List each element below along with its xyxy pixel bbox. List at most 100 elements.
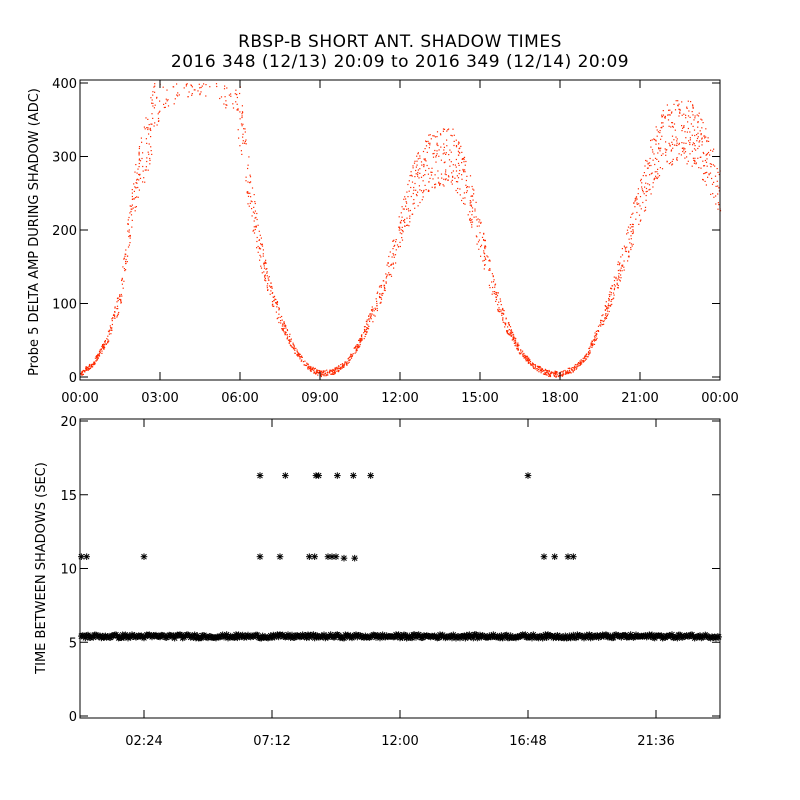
amplitude-point	[260, 265, 262, 267]
amplitude-point	[562, 374, 564, 376]
amplitude-point	[517, 348, 519, 350]
amplitude-point	[145, 169, 147, 171]
amplitude-point	[321, 373, 323, 375]
amplitude-point	[656, 171, 658, 173]
amplitude-point	[605, 313, 607, 315]
amplitude-point	[103, 343, 105, 345]
amplitude-point	[368, 325, 370, 327]
amplitude-point	[588, 347, 591, 349]
amplitude-point	[105, 343, 107, 345]
amplitude-point	[710, 166, 712, 168]
amplitude-point	[244, 128, 246, 130]
amplitude-point	[691, 150, 693, 152]
y-tick-label: 5	[69, 636, 77, 651]
amplitude-point	[81, 371, 83, 373]
amplitude-point	[225, 100, 227, 102]
amplitude-point	[489, 287, 491, 289]
amplitude-point	[481, 236, 484, 238]
amplitude-point	[427, 173, 429, 175]
amplitude-point	[149, 159, 151, 161]
amplitude-point	[101, 344, 104, 347]
amplitude-point	[553, 375, 556, 377]
amplitude-point	[453, 144, 455, 147]
amplitude-point	[687, 100, 689, 102]
amplitude-point	[263, 271, 265, 273]
amplitude-point	[410, 195, 412, 198]
amplitude-point	[154, 85, 156, 87]
amplitude-point	[502, 312, 504, 314]
amplitude-point	[643, 193, 645, 195]
amplitude-point	[652, 186, 654, 188]
amplitude-point	[307, 367, 309, 369]
amplitude-point	[709, 154, 711, 156]
amplitude-point	[718, 173, 720, 176]
amplitude-point	[478, 248, 480, 250]
amplitude-point	[673, 139, 675, 141]
amplitude-point	[532, 363, 534, 365]
amplitude-point	[471, 224, 473, 226]
amplitude-point	[447, 175, 450, 177]
amplitude-point	[403, 208, 405, 210]
amplitude-point	[252, 230, 254, 232]
amplitude-point	[405, 205, 407, 207]
amplitude-point	[506, 331, 509, 333]
amplitude-point	[436, 131, 439, 133]
y-tick-label: 0	[69, 710, 77, 725]
amplitude-point	[461, 174, 463, 176]
amplitude-point	[524, 355, 526, 357]
amplitude-point	[399, 221, 402, 223]
amplitude-point	[503, 313, 505, 315]
amplitude-point	[230, 95, 232, 97]
amplitude-point	[131, 198, 133, 200]
amplitude-point	[538, 365, 540, 368]
amplitude-point	[438, 155, 440, 157]
amplitude-point	[223, 88, 226, 90]
amplitude-point	[437, 170, 439, 172]
amplitude-point	[638, 214, 641, 216]
amplitude-point	[421, 164, 423, 166]
amplitude-point	[108, 333, 110, 335]
amplitude-point	[300, 356, 302, 358]
amplitude-point	[604, 318, 606, 320]
amplitude-point	[315, 373, 317, 375]
amplitude-point	[689, 131, 691, 133]
amplitude-point	[113, 313, 115, 316]
amplitude-point	[488, 284, 490, 286]
amplitude-point	[262, 255, 264, 257]
amplitude-point	[645, 191, 647, 193]
amplitude-point	[492, 275, 494, 277]
amplitude-point	[532, 366, 534, 368]
amplitude-point	[657, 173, 659, 175]
amplitude-point	[692, 114, 694, 116]
amplitude-point	[443, 146, 445, 148]
amplitude-point	[484, 257, 486, 259]
amplitude-point	[241, 111, 244, 113]
amplitude-point	[711, 177, 713, 180]
amplitude-point	[488, 269, 490, 271]
amplitude-point	[452, 164, 454, 166]
amplitude-point	[404, 225, 406, 227]
amplitude-point	[560, 374, 562, 376]
amplitude-point	[366, 319, 368, 321]
amplitude-point	[112, 317, 114, 319]
amplitude-point	[191, 86, 193, 88]
amplitude-point	[438, 182, 440, 184]
amplitude-point	[333, 373, 335, 375]
amplitude-point	[387, 262, 389, 264]
amplitude-point	[393, 256, 395, 258]
amplitude-point	[619, 270, 621, 272]
amplitude-point	[635, 218, 637, 220]
amplitude-point	[580, 363, 582, 365]
amplitude-point	[548, 375, 550, 377]
amplitude-point	[422, 180, 424, 182]
amplitude-point	[239, 145, 241, 147]
amplitude-point	[267, 289, 269, 291]
amplitude-point	[594, 332, 596, 334]
amplitude-point	[670, 150, 672, 152]
amplitude-point	[455, 146, 458, 148]
amplitude-point	[422, 196, 424, 198]
amplitude-point	[327, 374, 329, 376]
amplitude-point	[145, 117, 147, 119]
amplitude-point	[125, 249, 127, 251]
amplitude-point	[131, 208, 133, 210]
